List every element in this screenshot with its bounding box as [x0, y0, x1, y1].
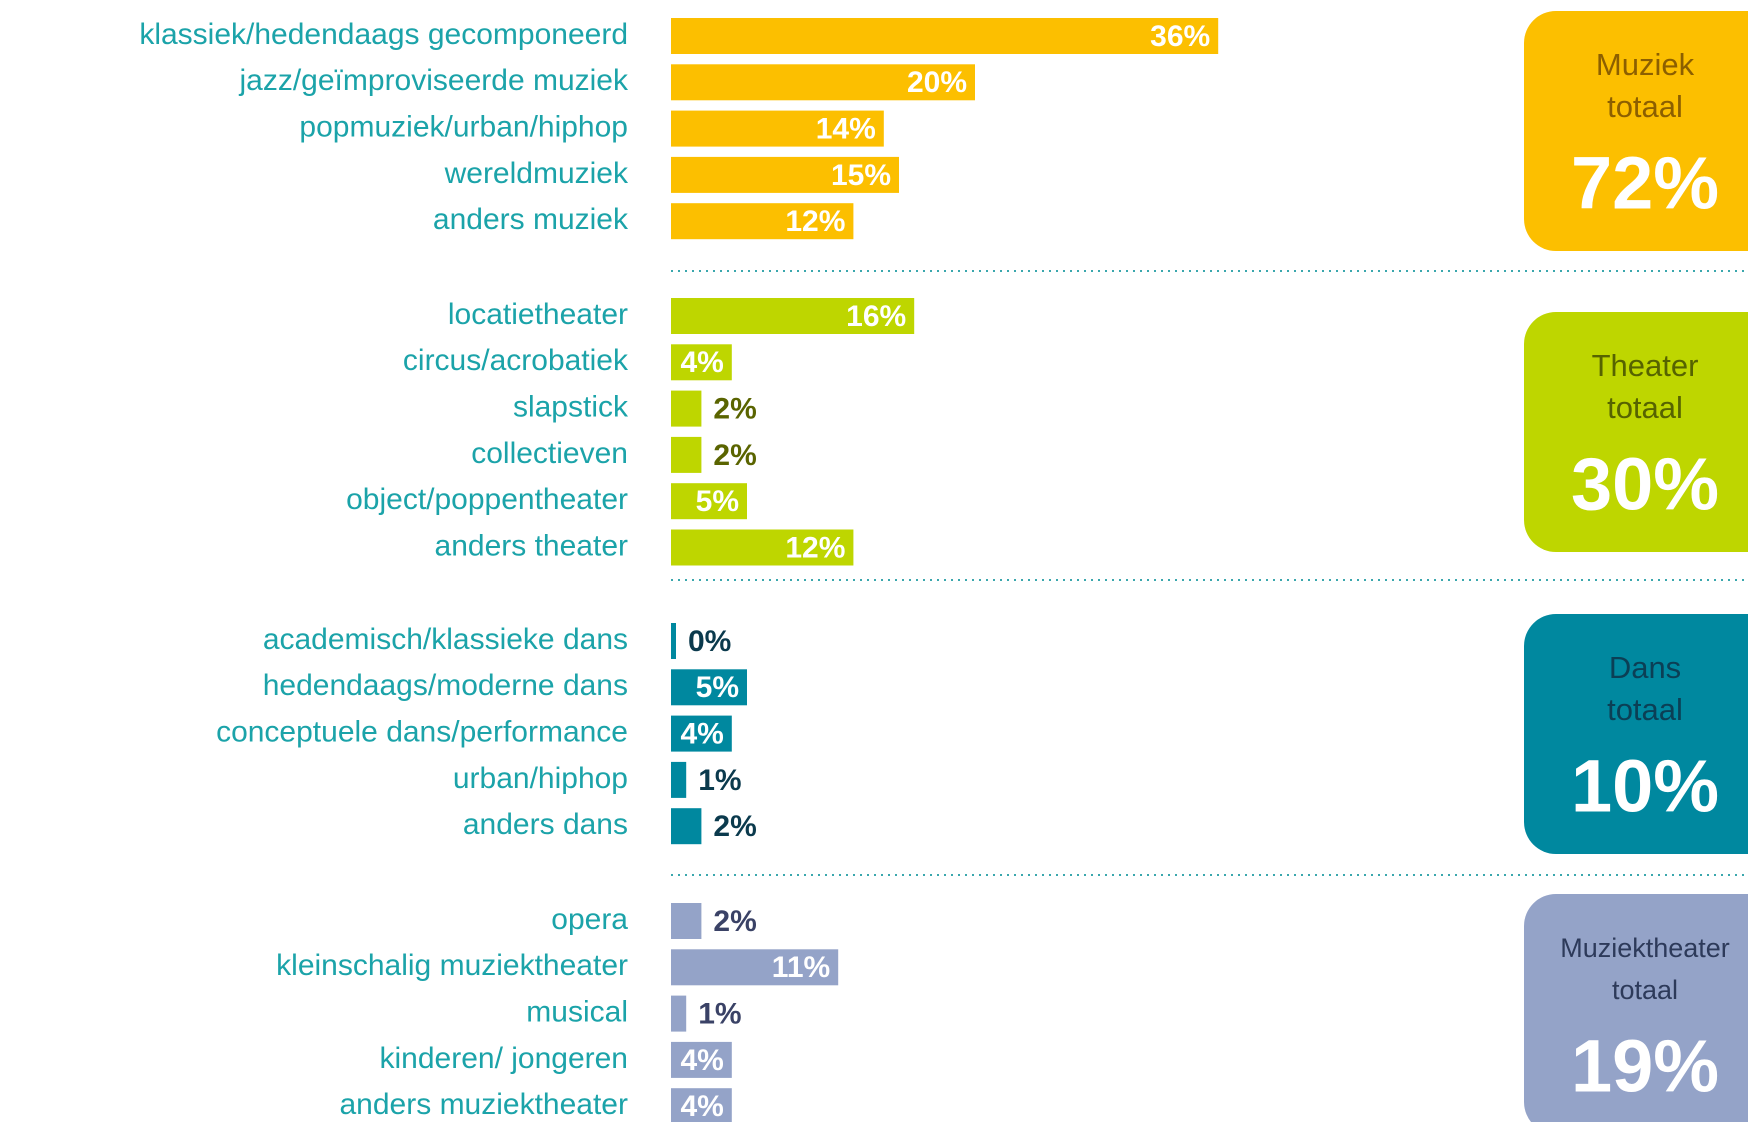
- value-label: 36%: [1150, 20, 1210, 53]
- value-label: 12%: [785, 205, 845, 238]
- total-box: [1524, 312, 1748, 552]
- bar: [671, 64, 975, 101]
- value-label: 5%: [696, 485, 739, 518]
- value-label: 2%: [713, 393, 756, 426]
- total-box: [1524, 894, 1748, 1122]
- bar: [671, 1041, 732, 1078]
- bar: [671, 761, 687, 798]
- total-group: Muziek: [1596, 47, 1695, 82]
- category-label: object/poppentheater: [346, 483, 628, 516]
- total-box: [1524, 614, 1748, 854]
- bar: [671, 483, 747, 520]
- bar: [671, 203, 854, 240]
- total-word: totaal: [1607, 692, 1683, 727]
- bar: [671, 110, 884, 147]
- category-label: academisch/klassieke dans: [263, 623, 628, 656]
- category-label: slapstick: [513, 391, 629, 424]
- bar: [671, 949, 839, 986]
- category-label: anders dans: [463, 808, 628, 841]
- bar: [671, 903, 702, 939]
- total-value: 30%: [1571, 443, 1719, 526]
- total-group: Muziektheater: [1560, 933, 1730, 963]
- category-label: kleinschalig muziektheater: [276, 949, 628, 982]
- value-label: 4%: [680, 346, 723, 379]
- value-label: 14%: [816, 113, 876, 146]
- value-label: 11%: [772, 951, 830, 984]
- bar: [671, 808, 702, 845]
- value-label: 20%: [907, 66, 967, 99]
- value-label: 1%: [698, 998, 741, 1031]
- value-label: 2%: [713, 439, 756, 472]
- total-word: totaal: [1612, 975, 1678, 1005]
- bar: [671, 669, 747, 706]
- bar: [671, 18, 1219, 54]
- bar: [671, 298, 915, 334]
- total-box: [1524, 11, 1748, 251]
- total-group: Dans: [1609, 650, 1681, 685]
- value-label: 4%: [680, 1090, 723, 1122]
- bar: [671, 623, 676, 659]
- category-label: locatietheater: [448, 298, 628, 331]
- bar: [671, 156, 899, 193]
- value-label: 16%: [846, 300, 906, 333]
- bar: [671, 715, 732, 752]
- bar: [671, 436, 702, 473]
- bar: [671, 344, 732, 381]
- value-label: 5%: [696, 671, 739, 704]
- bar: [671, 529, 854, 566]
- value-label: 2%: [713, 810, 756, 843]
- category-label: conceptuele dans/performance: [216, 716, 628, 749]
- bar: [671, 995, 687, 1032]
- total-value: 10%: [1571, 745, 1719, 828]
- value-label: 2%: [713, 905, 756, 938]
- category-label: anders muziek: [433, 203, 629, 236]
- category-label: klassiek/hedendaags gecomponeerd: [139, 18, 628, 51]
- category-label: wereldmuziek: [444, 157, 629, 190]
- bar: [671, 390, 702, 427]
- bar: [671, 1088, 732, 1122]
- value-label: 1%: [698, 764, 741, 797]
- total-group: Theater: [1592, 348, 1699, 383]
- total-value: 72%: [1571, 142, 1719, 225]
- value-label: 4%: [680, 1044, 723, 1077]
- total-word: totaal: [1607, 390, 1683, 425]
- category-label: circus/acrobatiek: [403, 344, 629, 377]
- category-label: anders theater: [435, 529, 628, 562]
- value-label: 4%: [680, 718, 723, 751]
- total-value: 19%: [1571, 1025, 1719, 1108]
- category-label: urban/hiphop: [453, 762, 628, 795]
- category-label: musical: [526, 996, 628, 1029]
- total-word: totaal: [1607, 89, 1683, 124]
- value-label: 12%: [785, 531, 845, 564]
- category-label: popmuziek/urban/hiphop: [299, 111, 628, 144]
- category-label: hedendaags/moderne dans: [263, 669, 628, 702]
- category-label: collectieven: [471, 437, 628, 470]
- category-label: anders muziektheater: [340, 1088, 629, 1121]
- category-label: kinderen/ jongeren: [379, 1042, 628, 1075]
- category-label: opera: [551, 903, 628, 936]
- value-label: 0%: [688, 625, 731, 658]
- value-label: 15%: [831, 159, 891, 192]
- category-label: jazz/geïmproviseerde muziek: [239, 64, 629, 97]
